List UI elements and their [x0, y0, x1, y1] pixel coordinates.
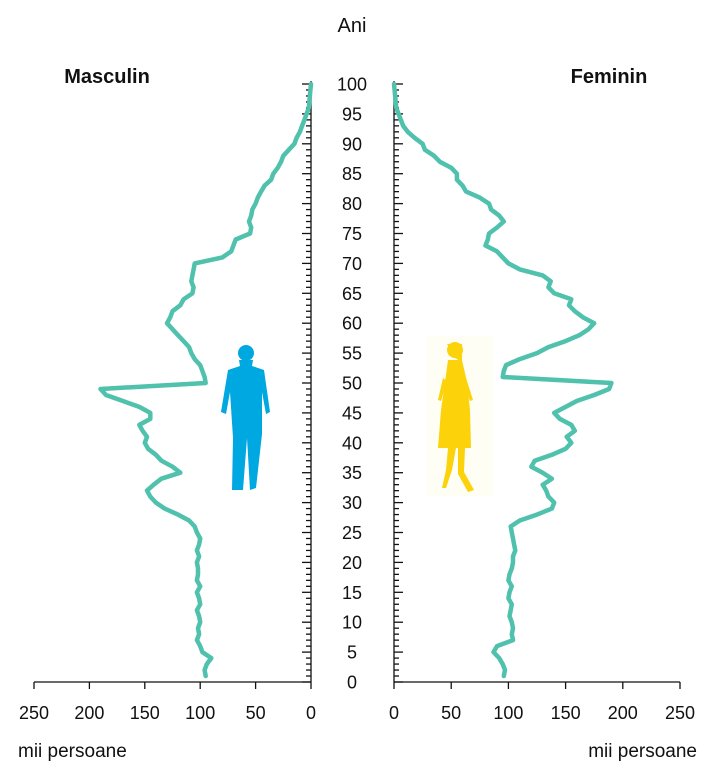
age-tick-label: 15: [342, 583, 362, 603]
age-tick-label: 0: [347, 673, 357, 693]
left-x-tick-label: 50: [246, 703, 266, 723]
age-tick-label: 65: [342, 284, 362, 304]
left-x-unit-label: mii persoane: [18, 741, 127, 762]
left-x-tick-label: 250: [19, 703, 49, 723]
age-tick-label: 45: [342, 403, 362, 423]
age-tick-label: 50: [342, 374, 362, 394]
age-tick-label: 85: [342, 164, 362, 184]
right-x-tick-label: 0: [389, 703, 399, 723]
right-panel-label: Feminin: [571, 66, 648, 88]
right-x-tick-label: 200: [608, 703, 638, 723]
age-tick-label: 10: [342, 613, 362, 633]
age-tick-label: 100: [337, 75, 367, 95]
age-tick-label: 5: [347, 643, 357, 663]
age-tick-label: 80: [342, 194, 362, 214]
left-x-tick-label: 0: [306, 703, 316, 723]
left-x-tick-label: 200: [74, 703, 104, 723]
age-tick-label: 25: [342, 523, 362, 543]
age-tick-label: 35: [342, 463, 362, 483]
age-tick-label: 70: [342, 254, 362, 274]
age-tick-label: 20: [342, 553, 362, 573]
male-population-line: [98, 81, 314, 679]
left-panel-label: Masculin: [64, 66, 150, 88]
age-tick-label: 75: [342, 224, 362, 244]
age-tick-label: 95: [342, 104, 362, 124]
y-axis-title: Ani: [338, 15, 367, 37]
right-x-tick-label: 50: [441, 703, 461, 723]
age-tick-label: 55: [342, 344, 362, 364]
right-x-tick-label: 150: [551, 703, 581, 723]
left-x-tick-label: 100: [185, 703, 215, 723]
age-tick-label: 30: [342, 493, 362, 513]
left-x-tick-label: 150: [130, 703, 160, 723]
age-tick-label: 90: [342, 134, 362, 154]
age-tick-label: 60: [342, 314, 362, 334]
series: [98, 81, 614, 679]
right-x-tick-label: 250: [665, 703, 695, 723]
female-figure-icon: [427, 336, 493, 496]
age-tick-label: 40: [342, 433, 362, 453]
female-population-line: [391, 81, 614, 679]
right-x-tick-label: 100: [493, 703, 523, 723]
male-figure-icon: [221, 345, 270, 490]
axes: 0 5 10 15 20 25 30 35 40 45 50 55 60 65 70 75 80 85 90 95 10…: [19, 75, 695, 724]
right-x-unit-label: mii persoane: [588, 741, 697, 762]
